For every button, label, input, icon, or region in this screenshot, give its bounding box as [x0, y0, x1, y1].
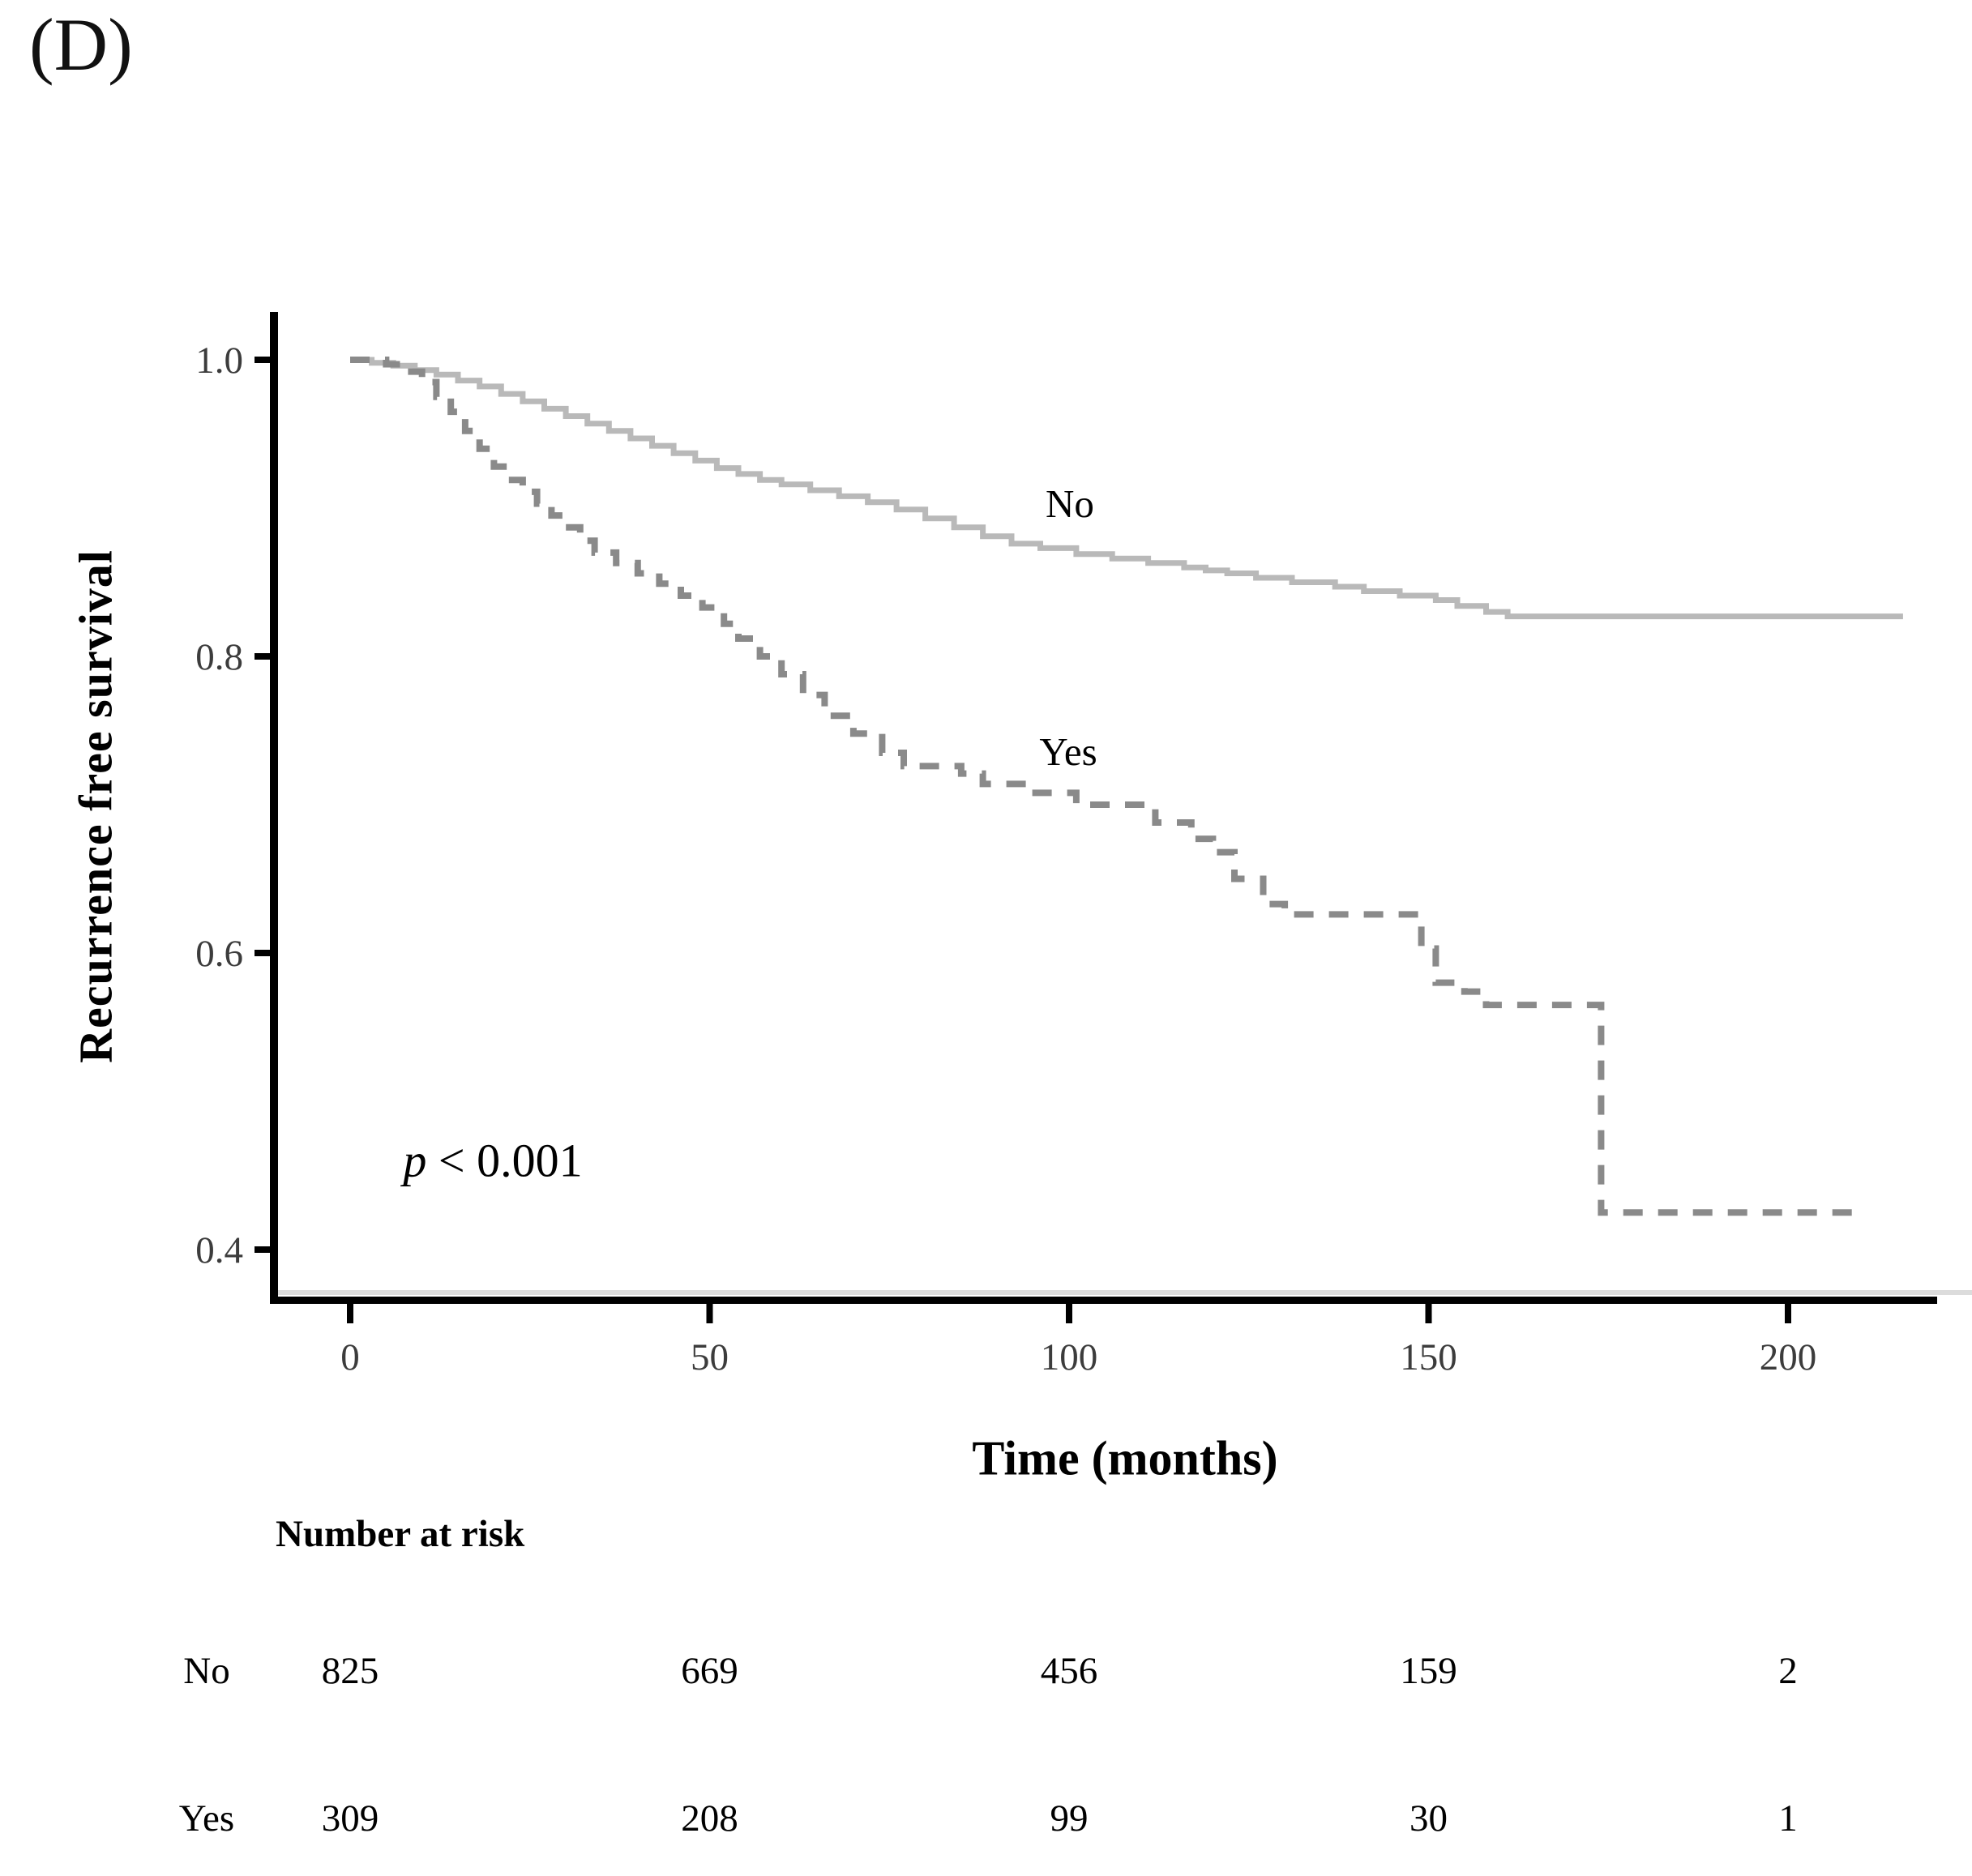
survival-curve-yes [350, 357, 1867, 1216]
x-tick-label: 50 [691, 1336, 729, 1378]
y-tick-mark [255, 357, 270, 363]
panel-baseline [270, 1290, 1972, 1295]
y-tick-label: 0.8 [195, 636, 243, 678]
risk-value: 669 [681, 1650, 738, 1692]
x-tick-label: 200 [1760, 1336, 1817, 1378]
risk-value: 208 [681, 1797, 738, 1840]
y-axis-title: Recurrence free survival [69, 549, 122, 1063]
p-symbol: p [403, 1134, 427, 1187]
risk-value: 1 [1778, 1797, 1798, 1840]
y-tick-label: 0.6 [195, 933, 243, 975]
y-axis-line [270, 312, 278, 1304]
y-tick-label: 1.0 [195, 340, 243, 382]
p-value-annotation: p < 0.001 [403, 1134, 582, 1188]
x-tick-label: 0 [340, 1336, 360, 1378]
y-tick-mark [255, 1246, 270, 1253]
risk-value: 30 [1409, 1797, 1448, 1840]
curve-label-yes: Yes [1039, 729, 1097, 774]
x-tick-mark [1785, 1304, 1791, 1323]
x-tick-mark [1066, 1304, 1072, 1323]
risk-row-label-yes: Yes [178, 1797, 235, 1840]
y-tick-mark [255, 950, 270, 956]
x-axis-title: Time (months) [972, 1431, 1278, 1485]
risk-table-title: Number at risk [276, 1513, 525, 1555]
x-tick-mark [347, 1304, 353, 1323]
risk-value: 2 [1778, 1650, 1798, 1692]
risk-value: 99 [1050, 1797, 1089, 1840]
y-tick-mark [255, 653, 270, 660]
x-axis-line [270, 1297, 1937, 1304]
y-tick-label: 0.4 [195, 1229, 243, 1271]
risk-value: 456 [1040, 1650, 1098, 1692]
x-tick-mark [706, 1304, 713, 1323]
p-value-text: < 0.001 [426, 1134, 583, 1187]
risk-value: 309 [321, 1797, 379, 1840]
survival-curve-no [350, 357, 1903, 620]
risk-value: 825 [321, 1650, 379, 1692]
panel-label: (D) [29, 3, 133, 86]
risk-row-label-no: No [183, 1650, 230, 1692]
risk-value: 159 [1400, 1650, 1457, 1692]
x-tick-label: 150 [1400, 1336, 1457, 1378]
curve-label-no: No [1046, 481, 1094, 526]
x-tick-label: 100 [1041, 1336, 1098, 1378]
x-tick-mark [1425, 1304, 1432, 1323]
